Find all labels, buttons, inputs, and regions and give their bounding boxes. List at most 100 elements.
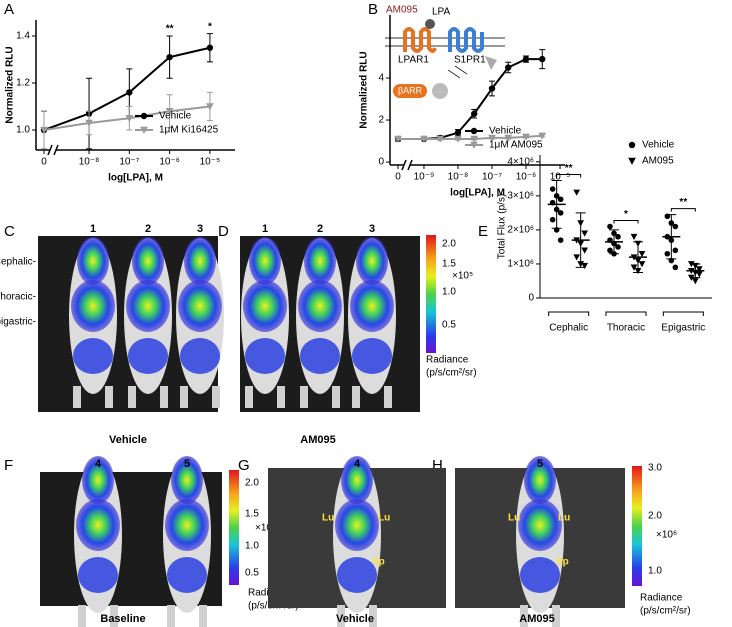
colorbar bbox=[632, 466, 642, 586]
colorbar-label: (p/s/cm²/sr) bbox=[426, 368, 477, 379]
panel-letter: F bbox=[4, 457, 13, 474]
inset-label: S1PR1 bbox=[454, 55, 486, 66]
marker bbox=[470, 127, 478, 135]
y-tick-label: 4×10⁶ bbox=[507, 156, 534, 167]
significance-label: ** bbox=[166, 24, 174, 35]
marker bbox=[557, 196, 564, 203]
category-bracket bbox=[548, 311, 590, 316]
colorbar-label: Radiance bbox=[640, 593, 683, 604]
mouse-label: 2 bbox=[317, 223, 323, 235]
y-tick-label: 4 bbox=[378, 73, 384, 84]
x-tick-label: 10⁻⁸ bbox=[448, 172, 469, 183]
significance-bracket bbox=[670, 208, 696, 212]
marker bbox=[615, 244, 621, 250]
colorbar bbox=[229, 470, 239, 585]
colorbar-label: Radiance bbox=[426, 355, 469, 366]
organ-label: Lu bbox=[322, 513, 334, 524]
mouse-label: 4 bbox=[95, 458, 102, 470]
marker bbox=[664, 250, 671, 257]
marker bbox=[394, 135, 402, 143]
caption: AM095 bbox=[519, 613, 554, 625]
caption: Vehicle bbox=[109, 434, 147, 446]
axis-break bbox=[47, 144, 53, 156]
barr-partner bbox=[432, 83, 448, 99]
marker bbox=[573, 254, 581, 261]
category-bracket bbox=[662, 311, 704, 316]
s1pr1-shape bbox=[448, 27, 484, 53]
mouse-label: 4 bbox=[354, 458, 361, 470]
mouse-label: 5 bbox=[537, 458, 543, 470]
significance-label: ** bbox=[565, 163, 573, 174]
sd-bar bbox=[575, 212, 586, 268]
y-tick-label: 2 bbox=[378, 115, 384, 126]
marker bbox=[471, 110, 478, 117]
marker bbox=[126, 89, 133, 96]
mouse-label: 1 bbox=[262, 223, 268, 235]
y-tick-label: 1.2 bbox=[16, 78, 30, 89]
x-axis-label: log[LPA], M bbox=[108, 173, 163, 184]
panel-letter: B bbox=[368, 1, 378, 18]
marker bbox=[436, 135, 445, 143]
marker bbox=[607, 223, 613, 230]
sd-bar bbox=[609, 229, 619, 255]
colorbar-tick: 1.0 bbox=[245, 541, 259, 552]
marker bbox=[672, 223, 679, 230]
x-tick-label: 10⁻⁷ bbox=[119, 157, 139, 168]
marker bbox=[628, 141, 636, 149]
marker bbox=[615, 233, 621, 240]
marker bbox=[672, 247, 679, 254]
marker bbox=[581, 230, 589, 237]
colorbar-tick: 2.0 bbox=[245, 478, 259, 489]
colorbar-scale: ×10⁵ bbox=[255, 523, 276, 534]
y-tick-label: 1×10⁶ bbox=[507, 259, 534, 270]
caption: AM095 bbox=[300, 434, 335, 446]
x-tick-label: 0 bbox=[395, 172, 401, 183]
mouse-label: 5 bbox=[184, 458, 190, 470]
marker bbox=[539, 55, 546, 63]
legend-label: 1μM AM095 bbox=[489, 140, 543, 151]
marker bbox=[607, 247, 613, 254]
organ-label: Lu bbox=[508, 513, 520, 524]
marker bbox=[573, 189, 581, 196]
marker bbox=[454, 129, 462, 136]
panel-letter: C bbox=[4, 223, 15, 240]
marker bbox=[638, 261, 646, 268]
marker bbox=[522, 55, 530, 63]
marker bbox=[140, 112, 148, 120]
panel-letter: G bbox=[238, 457, 250, 474]
significance-bracket bbox=[556, 174, 582, 178]
marker bbox=[420, 135, 428, 143]
lpar1-shape bbox=[403, 27, 437, 53]
sd-bar bbox=[690, 263, 701, 279]
axis-break bbox=[53, 144, 59, 156]
sd-bar bbox=[666, 214, 677, 260]
equilibrium-arrows bbox=[447, 65, 468, 79]
region-label: Thoracic- bbox=[0, 292, 36, 303]
marker bbox=[454, 135, 462, 143]
inset-label: AM095 bbox=[386, 5, 418, 16]
organ-label: Lu bbox=[558, 513, 570, 524]
marker bbox=[206, 103, 214, 111]
x-tick-label: 10⁻⁹ bbox=[414, 172, 435, 183]
mouse-label: 1 bbox=[90, 223, 96, 235]
marker bbox=[504, 134, 513, 142]
inset-label: LPAR1 bbox=[398, 55, 429, 66]
colorbar-label: (p/s/cm²/sr) bbox=[640, 606, 691, 617]
colorbar-tick: 3.0 bbox=[648, 463, 662, 474]
marker bbox=[581, 262, 589, 270]
marker bbox=[470, 135, 479, 143]
colorbar-tick: 2.0 bbox=[648, 511, 662, 522]
marker bbox=[140, 126, 148, 134]
marker bbox=[549, 216, 556, 223]
mouse-label: 2 bbox=[145, 223, 151, 235]
x-tick-label: 0 bbox=[41, 157, 47, 168]
lpa-ligand bbox=[425, 19, 435, 29]
marker bbox=[522, 133, 530, 141]
y-tick-label: 1.4 bbox=[16, 31, 30, 42]
colorbar-tick: 0.5 bbox=[245, 568, 259, 579]
marker bbox=[40, 126, 48, 134]
y-axis-label: Normalized RLU bbox=[359, 51, 370, 128]
marker bbox=[505, 64, 512, 71]
axis-break bbox=[401, 159, 407, 171]
marker bbox=[630, 264, 638, 271]
